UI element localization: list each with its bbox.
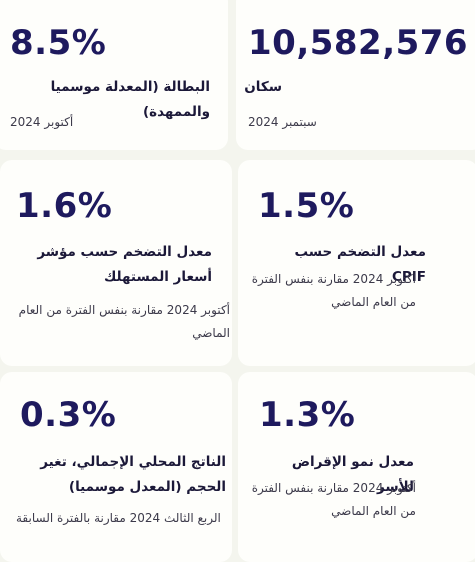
population-value: 10,582,576 [248, 23, 469, 63]
household-lending-label: معدل نمو الإقراض للأسر [291, 454, 414, 495]
cpif-inflation-label: معدل التضخم حسب CPIF [294, 244, 426, 285]
gdp-label: الناتج المحلي الإجمالي، تغير الحجم (المع… [40, 454, 226, 495]
population-period: سبتمبر 2024 [248, 115, 317, 129]
cpi-inflation-period: أكتوبر 2024 مقارنة بنفس الفترة من العام … [18, 303, 230, 340]
cpif-inflation-card: 1.5% معدل التضخم حسب CPIF أكتوبر 2024 مق… [238, 160, 475, 366]
household-lending-value: 1.3% [259, 395, 356, 435]
household-lending-period: أكتوبر 2024 مقارنة بنفس الفترة من العام … [251, 481, 416, 518]
unemployment-value: 8.5% [10, 23, 107, 63]
household-lending-card: 1.3% معدل نمو الإقراض للأسر أكتوبر 2024 … [238, 372, 475, 562]
cpi-inflation-value: 1.6% [16, 186, 113, 226]
gdp-value: 0.3% [20, 395, 117, 435]
population-card: 10,582,576 سكان سبتمبر 2024 [236, 0, 475, 150]
unemployment-label: البطالة (المعدلة موسميا والممهدة) [50, 79, 210, 120]
cpi-inflation-card: 1.6% معدل التضخم حسب مؤشر أسعار المستهلك… [0, 160, 232, 366]
cpif-inflation-value: 1.5% [258, 186, 355, 226]
cpi-inflation-label: معدل التضخم حسب مؤشر أسعار المستهلك [37, 244, 212, 285]
gdp-period: الربع الثالث 2024 مقارنة بالفترة السابقة [16, 511, 221, 525]
cpif-inflation-period: أكتوبر 2024 مقارنة بنفس الفترة من العام … [251, 272, 416, 309]
unemployment-period: أكتوبر 2024 [10, 115, 74, 129]
population-label: سكان [244, 79, 282, 95]
unemployment-card: 8.5% البطالة (المعدلة موسميا والممهدة) أ… [0, 0, 228, 150]
gdp-card: 0.3% الناتج المحلي الإجمالي، تغير الحجم … [0, 372, 232, 562]
